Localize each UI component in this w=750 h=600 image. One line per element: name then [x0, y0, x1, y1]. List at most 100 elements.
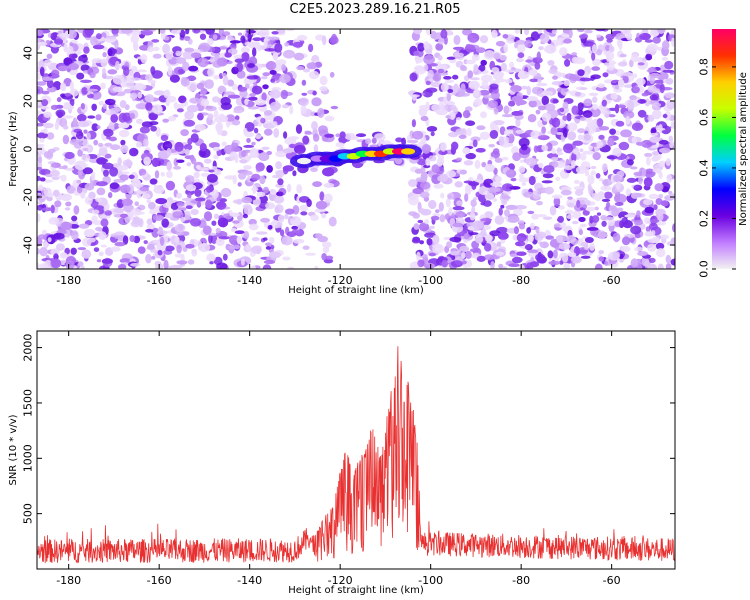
noise-blob — [454, 52, 464, 58]
noise-blob — [512, 152, 521, 162]
noise-blob — [296, 184, 303, 194]
noise-blob — [548, 68, 558, 75]
noise-blob — [270, 189, 277, 195]
noise-blob — [541, 126, 546, 134]
noise-blob — [469, 81, 474, 86]
noise-blob — [634, 246, 644, 252]
noise-blob — [321, 253, 327, 261]
noise-blob — [146, 199, 151, 204]
noise-blob — [458, 134, 467, 139]
noise-blob — [221, 141, 227, 147]
noise-blob — [571, 105, 579, 115]
noise-blob — [544, 229, 551, 237]
noise-blob — [505, 169, 517, 178]
noise-blob — [60, 82, 67, 92]
noise-blob — [231, 142, 239, 148]
noise-blob — [184, 148, 190, 155]
noise-blob — [190, 208, 199, 216]
noise-blob — [258, 152, 270, 162]
noise-blob — [452, 206, 465, 211]
noise-blob — [110, 246, 121, 252]
noise-blob — [421, 144, 431, 154]
noise-blob — [593, 118, 598, 125]
noise-blob — [656, 248, 666, 258]
noise-blob — [144, 94, 155, 103]
noise-blob — [300, 211, 308, 216]
noise-blob — [269, 70, 277, 75]
noise-blob — [266, 165, 273, 173]
noise-blob — [200, 98, 210, 107]
noise-blob — [37, 86, 44, 95]
noise-blob — [260, 76, 268, 80]
noise-blob — [413, 29, 423, 35]
noise-blob — [423, 41, 430, 50]
noise-blob — [575, 166, 587, 174]
noise-blob — [41, 229, 47, 235]
noise-blob — [579, 87, 588, 91]
noise-blob — [323, 193, 333, 203]
noise-blob — [232, 220, 240, 224]
noise-blob — [613, 175, 621, 182]
noise-blob — [213, 154, 219, 160]
noise-blob — [440, 192, 445, 199]
noise-blob — [526, 96, 538, 102]
noise-blob — [288, 136, 300, 140]
noise-blob — [204, 79, 214, 89]
noise-blob — [107, 69, 118, 75]
noise-blob — [136, 141, 142, 148]
noise-blob — [483, 178, 494, 188]
noise-blob — [266, 151, 272, 155]
noise-blob — [641, 92, 649, 97]
y-tick-label: 500 — [22, 503, 35, 524]
noise-blob — [175, 57, 187, 64]
noise-blob — [621, 236, 631, 246]
noise-blob — [594, 263, 603, 269]
noise-blob — [98, 231, 107, 240]
noise-blob — [494, 215, 505, 225]
noise-blob — [63, 57, 73, 66]
snr-frame — [36, 330, 676, 570]
noise-blob — [312, 90, 317, 96]
noise-blob — [551, 148, 556, 155]
noise-blob — [270, 244, 275, 250]
noise-blob — [469, 211, 476, 221]
noise-blob — [417, 259, 425, 268]
noise-blob — [344, 132, 356, 140]
noise-blob — [670, 121, 675, 129]
noise-blob — [521, 143, 528, 151]
noise-blob — [185, 29, 190, 35]
noise-blob — [146, 223, 155, 230]
noise-blob — [478, 64, 486, 72]
noise-blob — [339, 131, 346, 139]
noise-blob — [463, 160, 474, 166]
noise-blob — [72, 117, 78, 126]
noise-blob — [328, 216, 337, 227]
noise-blob — [476, 255, 486, 262]
noise-blob — [440, 29, 448, 39]
noise-blob — [435, 209, 440, 214]
noise-blob — [644, 206, 655, 214]
noise-blob — [123, 203, 134, 213]
noise-blob — [82, 147, 89, 152]
noise-blob — [208, 142, 220, 149]
noise-blob — [44, 259, 52, 269]
noise-blob — [579, 34, 587, 39]
noise-blob — [242, 213, 248, 219]
noise-blob — [113, 104, 119, 108]
noise-blob — [37, 166, 43, 171]
noise-blob — [46, 132, 55, 140]
noise-blob — [541, 90, 554, 96]
noise-blob — [114, 39, 119, 50]
noise-blob — [489, 230, 501, 237]
noise-blob — [54, 121, 60, 130]
noise-blob — [516, 58, 524, 62]
noise-blob — [518, 165, 526, 173]
noise-blob — [441, 259, 448, 268]
noise-blob — [39, 177, 46, 182]
noise-blob — [438, 101, 445, 110]
noise-blob — [557, 218, 563, 222]
noise-blob — [243, 165, 252, 170]
noise-blob — [492, 148, 500, 155]
noise-blob — [135, 103, 147, 110]
noise-blob — [184, 38, 191, 41]
